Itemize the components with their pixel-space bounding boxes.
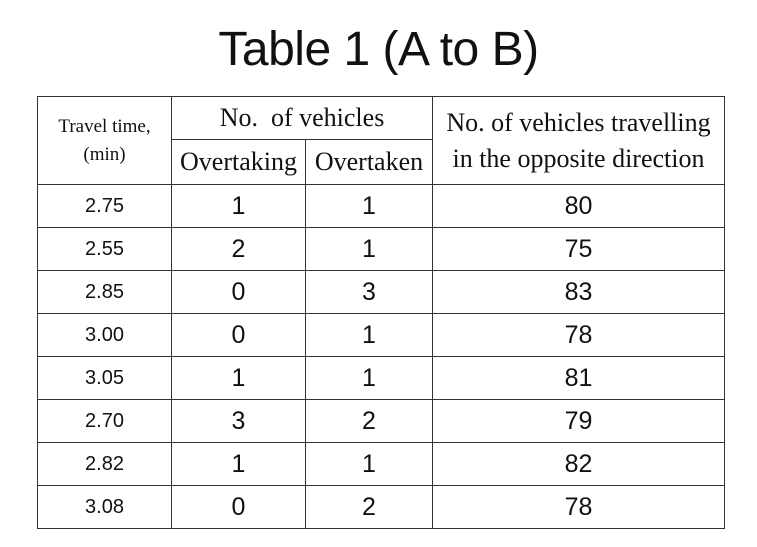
cell-travel-time: 2.55	[37, 227, 172, 271]
cell-overtaking: 0	[171, 485, 306, 529]
cell-opposite: 80	[432, 184, 725, 228]
cell-opposite: 78	[432, 313, 725, 357]
cell-overtaken: 3	[305, 270, 433, 314]
cell-overtaking: 3	[171, 399, 306, 443]
cell-overtaken: 2	[305, 399, 433, 443]
cell-opposite: 79	[432, 399, 725, 443]
cell-overtaken: 1	[305, 356, 433, 400]
cell-opposite: 82	[432, 442, 725, 486]
cell-opposite: 75	[432, 227, 725, 271]
header-opposite-direction: No. of vehicles travelling in the opposi…	[432, 96, 725, 185]
cell-travel-time: 2.82	[37, 442, 172, 486]
table-row: 2.82 1 1 82	[37, 442, 725, 486]
table-row: 2.55 2 1 75	[37, 227, 725, 271]
cell-overtaking: 2	[171, 227, 306, 271]
cell-overtaking: 1	[171, 184, 306, 228]
header-overtaken: Overtaken	[305, 139, 433, 185]
table-row: 3.00 0 1 78	[37, 313, 725, 357]
header-opposite-line1: No. of vehicles travelling	[446, 107, 711, 137]
vehicles-table: Travel time, (min) No. of vehicles No. o…	[37, 96, 725, 529]
cell-overtaking: 1	[171, 442, 306, 486]
cell-travel-time: 2.85	[37, 270, 172, 314]
cell-overtaking: 0	[171, 270, 306, 314]
table-row: 3.08 0 2 78	[37, 485, 725, 529]
header-overtaking: Overtaking	[171, 139, 306, 185]
cell-overtaken: 2	[305, 485, 433, 529]
cell-travel-time: 3.05	[37, 356, 172, 400]
header-travel-time-label: Travel time,	[58, 115, 151, 137]
table-row: 2.85 0 3 83	[37, 270, 725, 314]
cell-opposite: 83	[432, 270, 725, 314]
cell-travel-time: 2.75	[37, 184, 172, 228]
cell-overtaking: 1	[171, 356, 306, 400]
table-row: 2.70 3 2 79	[37, 399, 725, 443]
cell-travel-time: 2.70	[37, 399, 172, 443]
table-row: 2.75 1 1 80	[37, 184, 725, 228]
cell-opposite: 81	[432, 356, 725, 400]
table-row: 3.05 1 1 81	[37, 356, 725, 400]
header-opposite-line2: in the opposite direction	[452, 143, 705, 173]
header-travel-time-unit: (min)	[83, 143, 126, 165]
table-title: Table 1 (A to B)	[218, 23, 539, 76]
cell-overtaken: 1	[305, 184, 433, 228]
header-travel-time: Travel time, (min)	[37, 96, 172, 185]
header-vehicles-group: No. of vehicles	[171, 96, 433, 140]
header-row-sub: Overtaking Overtaken	[38, 139, 725, 185]
cell-overtaken: 1	[305, 442, 433, 486]
cell-overtaken: 1	[305, 227, 433, 271]
cell-travel-time: 3.08	[37, 485, 172, 529]
cell-overtaken: 1	[305, 313, 433, 357]
cell-opposite: 78	[432, 485, 725, 529]
cell-overtaking: 0	[171, 313, 306, 357]
cell-travel-time: 3.00	[37, 313, 172, 357]
header-row-top: Travel time, (min) No. of vehicles No. o…	[37, 96, 725, 185]
